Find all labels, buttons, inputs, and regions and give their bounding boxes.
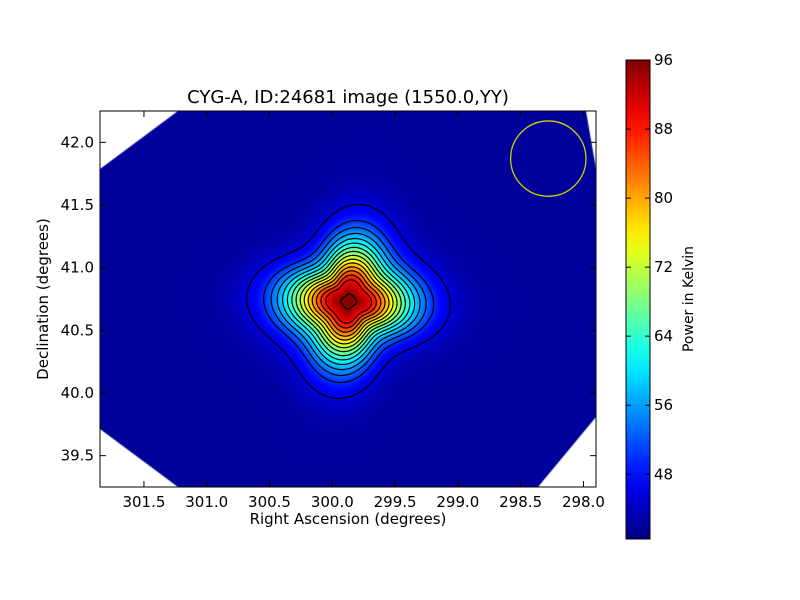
contour-level-0 [246, 203, 451, 400]
x-tick-label: 301.5 [122, 493, 165, 511]
colorbar: 48 56 64 72 80 88 96 Power in Kelvin [625, 51, 697, 540]
x-tick-label: 299.5 [374, 493, 417, 511]
x-tick-label: 299.0 [436, 493, 479, 511]
contour-level-3 [276, 232, 421, 371]
colorbar-tick-label: 80 [654, 189, 673, 207]
x-tick-label: 301.0 [185, 493, 228, 511]
contour-level-14 [325, 279, 372, 324]
contour-level-12 [315, 270, 382, 333]
contour-lines [246, 203, 451, 400]
contour-level-9 [303, 258, 394, 345]
plot-frame [99, 110, 597, 488]
heatmap-area [100, 111, 596, 487]
colorbar-gradient [625, 59, 651, 540]
contour-level-1 [263, 219, 435, 384]
contour-level-2 [270, 226, 427, 377]
contour-level-5 [286, 242, 411, 361]
colorbar-tick-label: 48 [654, 465, 673, 483]
contour-level-13 [320, 274, 377, 329]
contour-level-15 [339, 293, 358, 310]
contour-level-8 [299, 254, 398, 349]
y-tick-label: 39.5 [61, 447, 94, 465]
y-tick-label: 41.5 [61, 196, 94, 214]
beam-circle [509, 120, 587, 197]
colorbar-ticks: 48 56 64 72 80 88 96 [626, 51, 673, 483]
colorbar-tick-label: 56 [654, 396, 673, 414]
y-axis-label: Declination (degrees) [34, 218, 52, 380]
x-tick-label: 298.0 [562, 493, 605, 511]
contour-level-7 [295, 250, 402, 353]
plot-title: CYG-A, ID:24681 image (1550.0,YY) [187, 87, 509, 108]
heatmap-image [100, 111, 596, 487]
x-axis-ticks: 301.5 301.0 300.5 300.0 299.5 299.0 298.5 298.0 [122, 111, 605, 511]
x-tick-label: 300.5 [248, 493, 291, 511]
contour-level-10 [307, 262, 390, 341]
x-axis-label: Right Ascension (degrees) [250, 510, 447, 528]
contour-level-6 [291, 246, 406, 357]
colorbar-tick-label: 88 [654, 120, 673, 138]
y-axis-ticks: 39.5 40.0 40.5 41.0 41.5 42.0 [61, 133, 596, 465]
contour-level-11 [311, 266, 386, 337]
colorbar-tick-label: 64 [654, 327, 673, 345]
colorbar-tick-label: 72 [654, 258, 673, 276]
x-tick-label: 298.5 [499, 493, 542, 511]
y-tick-label: 40.5 [61, 321, 94, 339]
y-tick-label: 41.0 [61, 259, 94, 277]
y-tick-label: 40.0 [61, 384, 94, 402]
colorbar-label: Power in Kelvin [681, 246, 697, 352]
contour-level-4 [282, 237, 416, 366]
colorbar-tick-label: 96 [654, 51, 673, 69]
y-tick-label: 42.0 [61, 133, 94, 151]
x-tick-label: 300.0 [311, 493, 354, 511]
